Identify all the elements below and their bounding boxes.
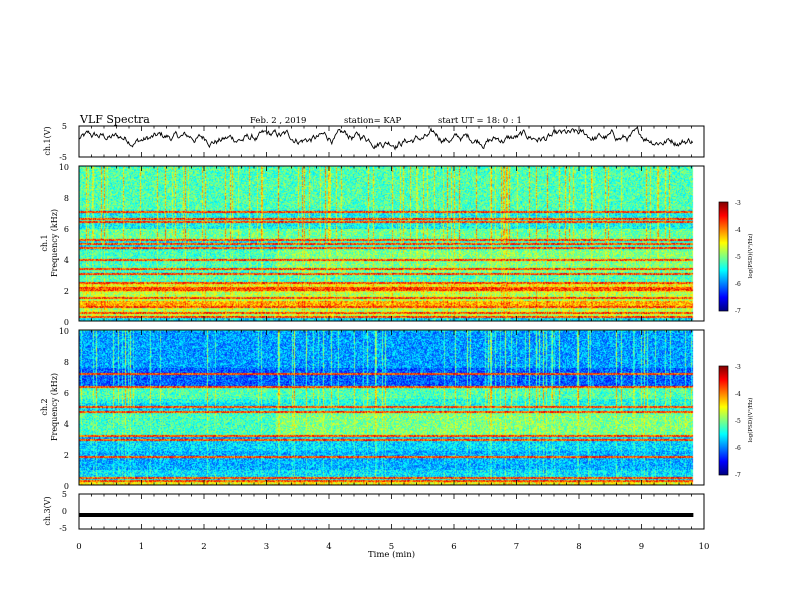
ch1-ytick-bottom: -5	[59, 153, 67, 162]
start-time-label: start UT = 18: 0 : 1	[438, 116, 522, 126]
ch3-ytick-mid: 0	[62, 507, 67, 516]
colorbar-ch1-tick-7: -7	[735, 308, 741, 315]
colorbar-ch2-tick-4: -4	[735, 391, 741, 398]
ch1-waveform-panel: 5 -5 ch.1(V)	[43, 122, 705, 162]
colorbar-ch2: -3 -4 -5 -6 -7 log(PSD)(V²/Hz)	[718, 364, 754, 479]
ch2-ytick-8: 8	[64, 358, 69, 367]
xtick-label-4: 4	[326, 542, 331, 552]
ch2-channel-label: ch.2	[40, 398, 49, 415]
ch3-ytick-top: 5	[62, 490, 67, 499]
ch2-ytick-0: 0	[64, 482, 69, 491]
colorbar-ch2-label: log(PSD)(V²/Hz)	[747, 398, 754, 443]
xtick-label-2: 2	[201, 542, 206, 552]
station-label: station= KAP	[344, 116, 402, 126]
xtick-label-1: 1	[139, 542, 144, 552]
colorbar-ch1-tick-5: -5	[735, 254, 741, 261]
x-axis: 0 1 2 3 4 5 6 7 8 9 10 Time (min)	[76, 542, 709, 560]
ch1-ytick-8: 8	[64, 194, 69, 203]
xtick-label-5: 5	[389, 542, 394, 552]
date-label: Feb. 2 , 2019	[250, 116, 306, 126]
ch1-ytick-4: 4	[64, 256, 69, 265]
ch1-ytick-2: 2	[64, 287, 69, 296]
ch1-ylabel: ch.1(V)	[43, 126, 52, 155]
ch2-frequency-label: Frequency (kHz)	[50, 373, 59, 441]
figure-title: VLF Spectra	[79, 113, 150, 126]
colorbar-ch2-tick-5: -5	[735, 418, 741, 425]
ch1-spectrogram-panel: 0 2 4 6 8 10 ch.1 Frequency (kHz)	[40, 163, 705, 327]
colorbar-ch2-scale	[718, 365, 729, 476]
x-axis-label: Time (min)	[368, 549, 415, 560]
ch2-spectrogram-panel: 0 2 4 6 8 10 ch.2 Frequency (kHz)	[40, 327, 705, 491]
ch2-ytick-4: 4	[64, 420, 69, 429]
colorbar-ch2-tick-6: -6	[735, 445, 741, 452]
ch3-ylabel: ch.3(V)	[43, 496, 52, 525]
ch1-ytick-10: 10	[59, 163, 69, 172]
ch2-ytick-2: 2	[64, 451, 69, 460]
colorbar-ch1: -3 -4 -5 -6 -7 log(PSD)(V²/Hz)	[718, 200, 754, 315]
ch2-ytick-6: 6	[64, 389, 69, 398]
xtick-label-6: 6	[451, 542, 456, 552]
x-axis-ticks	[78, 126, 705, 529]
colorbar-ch1-scale	[718, 201, 729, 312]
xtick-label-8: 8	[576, 542, 581, 552]
ch3-ytick-bottom: -5	[59, 524, 67, 533]
xtick-label-7: 7	[514, 542, 519, 552]
colorbar-ch2-tick-3: -3	[735, 364, 741, 371]
ch1-channel-label: ch.1	[40, 234, 49, 251]
ch2-ytick-10: 10	[59, 327, 69, 336]
xtick-label-3: 3	[264, 542, 269, 552]
ch1-ytick-top: 5	[62, 122, 67, 131]
xtick-label-0: 0	[76, 542, 81, 552]
ch1-spectrogram-image	[79, 166, 704, 321]
ch2-spectrogram-image	[79, 330, 704, 485]
colorbar-ch1-tick-3: -3	[735, 200, 741, 207]
colorbar-ch2-tick-7: -7	[735, 472, 741, 479]
xtick-label-10: 10	[699, 542, 710, 552]
colorbar-ch1-tick-4: -4	[735, 227, 741, 234]
colorbar-ch1-label: log(PSD)(V²/Hz)	[747, 234, 754, 279]
colorbar-ch1-tick-6: -6	[735, 281, 741, 288]
ch1-waveform-trace	[78, 125, 693, 151]
ch3-waveform-frame	[78, 493, 705, 530]
ch1-ytick-0: 0	[64, 318, 69, 327]
ch1-frequency-label: Frequency (kHz)	[50, 209, 59, 277]
ch3-waveform-panel: 5 0 -5 ch.3(V)	[43, 490, 705, 533]
ch1-ytick-6: 6	[64, 225, 69, 234]
xtick-label-9: 9	[639, 542, 644, 552]
